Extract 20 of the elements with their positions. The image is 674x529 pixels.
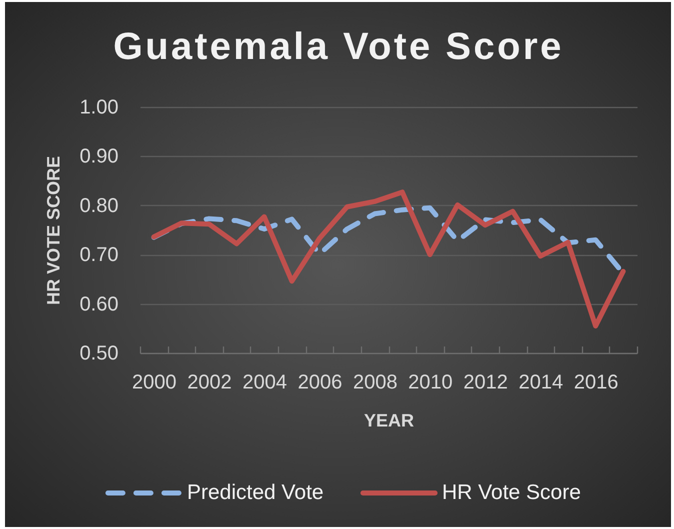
x-tick-label: 2014	[518, 372, 564, 394]
x-tick-label: 2002	[187, 372, 232, 394]
chart-title: Guatemala Vote Score	[113, 26, 564, 68]
y-tick-label: 0.50	[80, 342, 118, 364]
x-tick-label: 2008	[352, 372, 398, 394]
x-tick-label: 2012	[463, 372, 508, 394]
y-tick-label: 0.60	[80, 293, 118, 316]
x-tick-label: 2016	[574, 372, 618, 394]
legend-label: Predicted Vote	[187, 481, 324, 504]
y-tick-label: 1.00	[80, 96, 118, 118]
x-axis-title: YEAR	[364, 410, 414, 430]
y-axis-title: HR VOTE SCORE	[44, 156, 64, 306]
x-tick-label: 2010	[408, 372, 453, 394]
y-tick-label: 0.90	[80, 146, 118, 168]
x-tick-label: 2000	[132, 372, 177, 394]
x-tick-label: 2006	[298, 372, 342, 394]
y-tick-label: 0.80	[80, 194, 118, 217]
y-tick-label: 0.70	[80, 244, 118, 266]
x-tick-label: 2004	[242, 372, 287, 394]
legend-label: HR Vote Score	[442, 481, 581, 504]
